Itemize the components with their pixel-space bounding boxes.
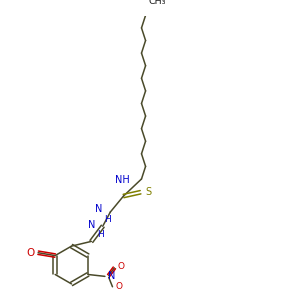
Text: CH₃: CH₃ bbox=[148, 0, 166, 6]
Text: N: N bbox=[88, 220, 95, 230]
Text: S: S bbox=[145, 187, 152, 197]
Text: N: N bbox=[95, 204, 103, 214]
Text: H: H bbox=[104, 215, 111, 224]
Text: O: O bbox=[26, 248, 34, 258]
Text: H: H bbox=[98, 230, 104, 239]
Text: O: O bbox=[115, 282, 122, 291]
Text: NH: NH bbox=[116, 175, 130, 185]
Text: O: O bbox=[117, 262, 124, 272]
Text: N: N bbox=[108, 272, 115, 281]
